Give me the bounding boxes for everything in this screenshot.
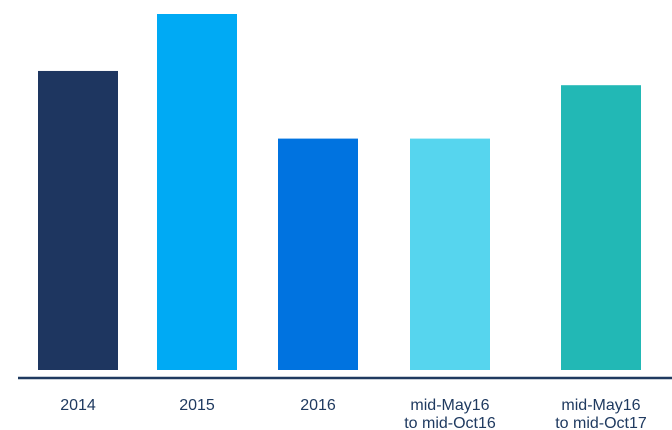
x-tick-label-line: 2016 — [300, 397, 336, 414]
bar-4 — [561, 85, 641, 370]
x-tick-label-4: mid-May16 to mid-Oct17 — [555, 397, 647, 430]
x-tick-label-line: 2015 — [179, 397, 215, 414]
x-tick-label-1: 2015 — [179, 397, 215, 414]
bar-3 — [410, 138, 490, 370]
bar-0 — [38, 70, 118, 371]
x-tick-label-0: 2014 — [60, 397, 96, 414]
x-tick-label-line: 2014 — [60, 397, 96, 414]
x-tick-label-2: 2016 — [300, 397, 336, 414]
x-tick-label-line: mid-May16 — [561, 397, 640, 414]
x-tick-label-line: to mid-Oct17 — [555, 415, 647, 430]
bars-group — [38, 14, 641, 371]
bar-1 — [157, 14, 237, 370]
bar-2 — [278, 138, 358, 370]
x-tick-label-3: mid-May16 to mid-Oct16 — [404, 397, 496, 430]
x-tick-label-line: to mid-Oct16 — [404, 415, 496, 430]
x-tick-labels: 2014 2015 2016 mid-May16 to mid-Oct16mid-May… — [60, 397, 647, 430]
x-tick-label-line: mid-May16 — [410, 397, 489, 414]
